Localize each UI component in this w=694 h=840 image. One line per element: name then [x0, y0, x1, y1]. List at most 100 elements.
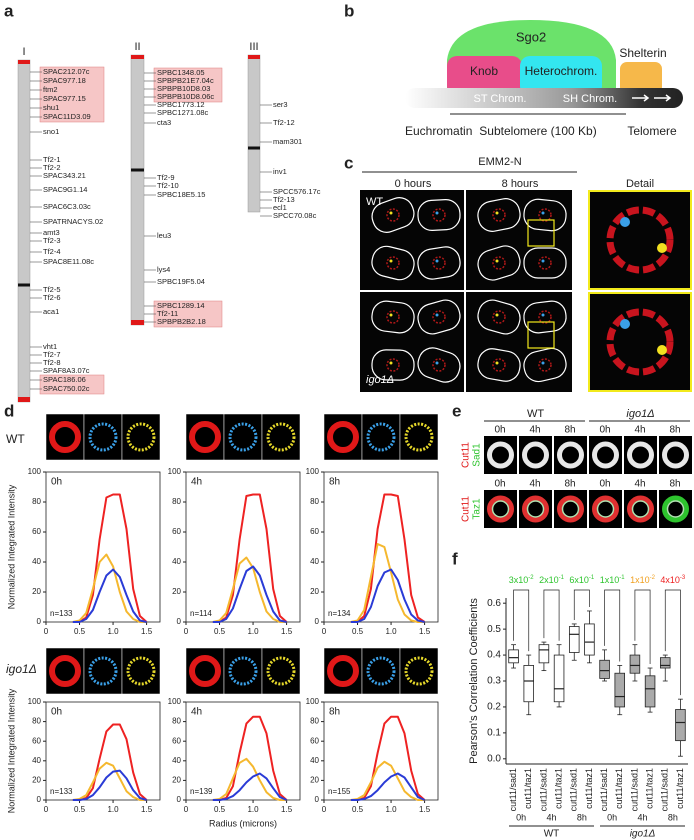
e-time: 4h: [529, 479, 540, 490]
gene-label: SPAC977.15: [43, 94, 86, 103]
gene-label: SPBPB10D8.06c: [157, 92, 214, 101]
nucleus: [432, 310, 446, 324]
y-tick-label: 0.6: [487, 598, 501, 609]
gene-label: SPAF8A3.07c: [43, 366, 90, 375]
gene-label: ecl1: [273, 203, 287, 212]
p-value: 4x10-3: [660, 575, 686, 586]
bracket: [604, 589, 621, 662]
focus: [389, 361, 393, 365]
e-group: igo1Δ: [626, 408, 654, 420]
ring: [189, 655, 221, 687]
focus: [495, 313, 499, 317]
focus: [435, 313, 439, 317]
gene-label: ftm2: [43, 85, 58, 94]
gene-label: sno1: [43, 127, 59, 136]
y-tick-label: 0: [177, 795, 182, 804]
telomere-cap: [18, 397, 30, 402]
cell-outline: [477, 245, 521, 281]
e-time: 4h: [634, 479, 645, 490]
nucleus: [386, 358, 400, 372]
y-tick-label: 100: [28, 467, 42, 476]
gene-label: Tf2-2: [43, 163, 61, 172]
cell-outline: [371, 197, 415, 233]
chromosome-name: III: [249, 41, 258, 53]
box: [659, 657, 671, 669]
p-value-exp: -2: [650, 575, 656, 581]
e-time: 4h: [529, 425, 540, 436]
e-time: 0h: [494, 425, 505, 436]
intensity-line: [350, 493, 426, 623]
y-tick-label: 0.0: [487, 753, 501, 764]
x-tick-label: 1.0: [247, 627, 259, 636]
ring-image: [261, 647, 301, 695]
focus: [541, 211, 545, 215]
p-value: 3x10-2: [509, 575, 535, 586]
y-tick-label: 80: [32, 497, 41, 506]
e-ring-inner: [596, 500, 615, 518]
intensity-line: [350, 543, 425, 623]
focus: [541, 361, 545, 365]
gene-label: SPAC186.06: [43, 375, 86, 384]
zoom-box: [527, 321, 555, 349]
gene-label: Tf2-5: [43, 285, 61, 294]
x-tick-label: 0: [44, 805, 49, 814]
heterochrom-label: Heterochrom.: [525, 64, 598, 78]
chromosome: [130, 54, 145, 326]
panel-label: d: [4, 401, 14, 420]
e-ring: [557, 441, 584, 469]
n-label: n=114: [190, 609, 212, 618]
e-time: 8h: [669, 425, 680, 436]
e-time: 8h: [564, 425, 575, 436]
y-tick-label: 40: [172, 557, 181, 566]
e-time: 0h: [494, 479, 505, 490]
y-tick-label: 0: [315, 617, 320, 626]
gene-label: ser3: [273, 100, 288, 109]
gene-label: lys4: [157, 265, 170, 274]
gene-label: SPAC343.21: [43, 171, 86, 180]
y-tick-label: 40: [32, 756, 41, 765]
y-tick-label: 40: [310, 756, 319, 765]
gene-label: SPAC212.07c: [43, 67, 90, 76]
category-label: cut11/taz1: [675, 768, 685, 809]
cell-outline: [523, 247, 567, 279]
nucleus: [386, 256, 400, 270]
gene-label: SPBPB10D8.03: [157, 84, 210, 93]
e-time: 0h: [599, 425, 610, 436]
gene-label: SPAC6C3.03c: [43, 202, 91, 211]
shelterin-shape: [620, 62, 662, 94]
time-label: 8h: [329, 707, 340, 718]
panel-label: b: [344, 1, 354, 20]
micrograph: [466, 292, 572, 392]
bracket: [634, 589, 651, 665]
y-tick-label: 60: [310, 527, 319, 536]
y-tick-label: 20: [310, 587, 319, 596]
y-tick-label: 0.5: [487, 624, 501, 635]
plot-frame: [323, 471, 439, 623]
sgo2-label: Sgo2: [516, 29, 546, 44]
nucleus: [492, 208, 506, 222]
e-group: WT: [527, 408, 544, 420]
y-tick-label: 0.4: [487, 650, 501, 661]
intensity-line: [212, 556, 287, 623]
nucleus: [538, 310, 552, 324]
y-tick-label: 60: [32, 736, 41, 745]
panel-label: c: [344, 153, 353, 172]
x-tick-label: 0.5: [214, 627, 226, 636]
telomere-cap: [248, 55, 260, 59]
plot-frame: [45, 701, 161, 801]
gene-label: vht1: [43, 342, 57, 351]
category-label: cut11/sad1: [660, 768, 670, 811]
sh-label: SH Chrom.: [563, 93, 617, 105]
gene-label: Tf2-7: [43, 350, 61, 359]
chromatin-bar: [405, 88, 683, 108]
gene-label: SPAC8E11.08c: [43, 257, 94, 266]
y-tick-label: 0: [37, 795, 42, 804]
box: [599, 659, 610, 679]
ring: [228, 656, 258, 686]
focus: [435, 211, 439, 215]
detail-frame: [588, 292, 692, 392]
x-tick-label: 1.5: [141, 627, 153, 636]
box: [584, 623, 595, 656]
gene-label: Tf2-10: [157, 181, 179, 190]
ring: [88, 422, 118, 452]
